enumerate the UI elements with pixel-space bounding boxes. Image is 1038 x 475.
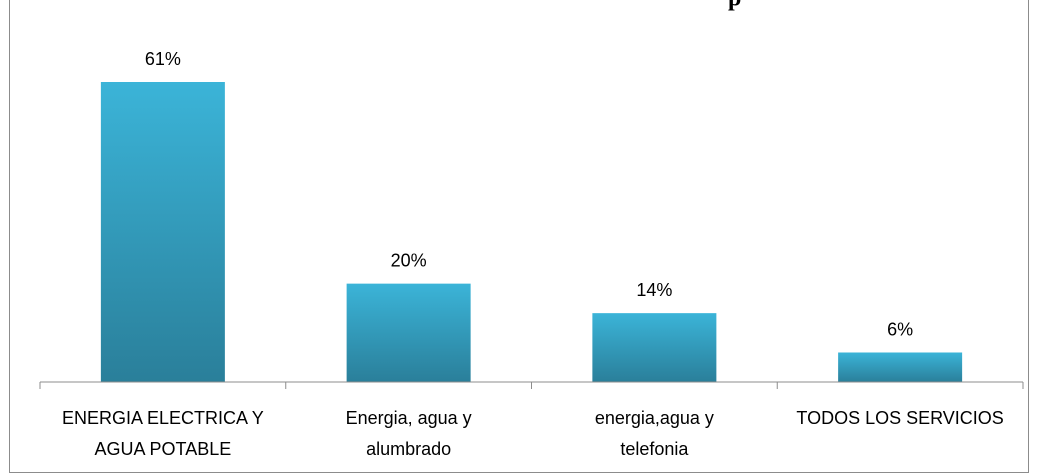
category-label: AGUA POTABLE	[95, 439, 232, 459]
data-labels-layer: 61% 20% 14% 6%	[145, 49, 913, 339]
category-labels-layer: ENERGIA ELECTRICA Y AGUA POTABLE Energia, …	[62, 408, 1004, 459]
category-label: energia,agua y	[595, 408, 714, 428]
bar	[100, 82, 225, 382]
bars-layer	[100, 82, 963, 382]
data-label: 6%	[887, 319, 913, 339]
bar	[592, 313, 717, 382]
category-label: TODOS LOS SERVICIOS	[796, 408, 1003, 428]
category-label: telefonia	[620, 439, 689, 459]
category-label: alumbrado	[366, 439, 451, 459]
chart-title: p	[728, 0, 741, 12]
bar	[346, 283, 471, 382]
data-label: 14%	[636, 280, 672, 300]
data-label: 20%	[391, 251, 427, 271]
bar	[838, 352, 963, 382]
x-axis	[39, 381, 1024, 389]
category-label: Energia, agua y	[346, 408, 472, 428]
data-label: 61%	[145, 49, 181, 69]
chart-frame: p 61% 20% 14% 6% ENERGIA ELECTRICA Y AGUA PO…	[9, 0, 1029, 473]
bar-chart: p 61% 20% 14% 6% ENERGIA ELECTRICA Y AGUA PO…	[39, 0, 1024, 459]
category-label: ENERGIA ELECTRICA Y	[62, 408, 264, 428]
